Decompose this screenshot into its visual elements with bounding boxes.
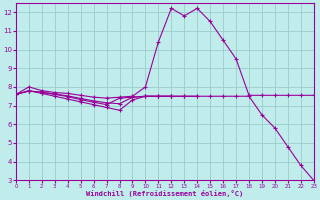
X-axis label: Windchill (Refroidissement éolien,°C): Windchill (Refroidissement éolien,°C) [86,190,244,197]
